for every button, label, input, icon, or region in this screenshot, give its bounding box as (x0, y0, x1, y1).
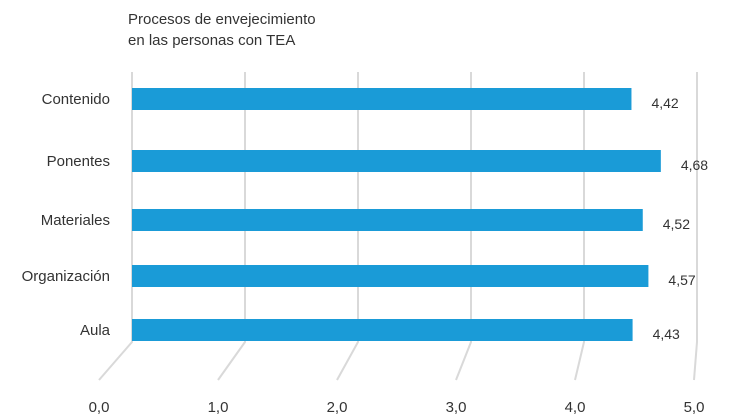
category-label: Organización (22, 268, 110, 285)
category-label: Ponentes (47, 153, 110, 170)
x-tick-label: 5,0 (684, 399, 705, 416)
data-label: 4,57 (668, 272, 695, 288)
x-tick-label: 1,0 (208, 399, 229, 416)
category-label: Aula (80, 322, 111, 339)
chart-title-line-2: en las personas con TEA (128, 32, 295, 49)
x-tick-label: 2,0 (327, 399, 348, 416)
x-tick-label: 0,0 (89, 399, 110, 416)
bar (132, 319, 633, 341)
data-label: 4,43 (653, 326, 680, 342)
bar (132, 88, 632, 110)
bar (132, 265, 649, 287)
data-label: 4,52 (663, 216, 690, 232)
chart-title-line-1: Procesos de envejecimiento (128, 11, 316, 28)
data-label: 4,68 (681, 157, 708, 173)
x-tick-label: 4,0 (565, 399, 586, 416)
labels: 0,0 1,0 2,0 3,0 4,0 5,0 Contenido 4,42 Ponentes 4… (22, 91, 709, 416)
x-tick-label: 3,0 (446, 399, 467, 416)
chart-title: Procesos de envejecimiento en las person… (128, 11, 316, 49)
bar (132, 209, 643, 231)
data-label: 4,42 (651, 95, 678, 111)
bar (132, 150, 661, 172)
category-label: Contenido (42, 91, 110, 108)
gridline (693, 72, 698, 381)
category-label: Materiales (41, 212, 110, 229)
bars (132, 88, 661, 341)
